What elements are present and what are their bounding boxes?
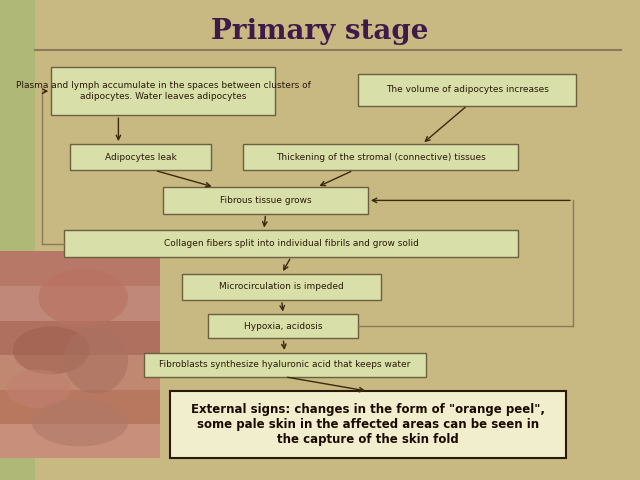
Bar [0, 389, 160, 424]
FancyBboxPatch shape [358, 74, 576, 106]
Bar [0, 320, 160, 355]
Text: Plasma and lymph accumulate in the spaces between clusters of
adipocytes. Water : Plasma and lymph accumulate in the space… [16, 82, 310, 101]
Text: Microcirculation is impeded: Microcirculation is impeded [220, 282, 344, 291]
Ellipse shape [13, 326, 90, 374]
FancyBboxPatch shape [51, 67, 275, 115]
Text: Thickening of the stromal (connective) tissues: Thickening of the stromal (connective) t… [276, 153, 486, 162]
FancyBboxPatch shape [243, 144, 518, 170]
FancyBboxPatch shape [163, 187, 368, 214]
Text: Primary stage: Primary stage [211, 18, 429, 45]
FancyBboxPatch shape [170, 391, 566, 458]
Text: Fibrous tissue grows: Fibrous tissue grows [220, 196, 312, 205]
Text: The volume of adipocytes increases: The volume of adipocytes increases [386, 85, 548, 95]
Text: Adipocytes leak: Adipocytes leak [105, 153, 177, 162]
Ellipse shape [6, 370, 70, 408]
Bar [0, 286, 160, 321]
Bar [0, 423, 160, 458]
FancyBboxPatch shape [70, 144, 211, 170]
Bar [0, 0, 35, 480]
Ellipse shape [38, 269, 128, 326]
FancyBboxPatch shape [208, 314, 358, 338]
FancyBboxPatch shape [182, 274, 381, 300]
Text: External signs: changes in the form of "orange peel",
some pale skin in the affe: External signs: changes in the form of "… [191, 403, 545, 446]
Ellipse shape [32, 398, 128, 446]
Text: Collagen fibers split into individual fibrils and grow solid: Collagen fibers split into individual fi… [164, 239, 419, 248]
Bar [0, 354, 160, 390]
Ellipse shape [64, 326, 128, 394]
FancyBboxPatch shape [144, 353, 426, 377]
FancyBboxPatch shape [64, 230, 518, 257]
Text: Fibroblasts synthesize hyaluronic acid that keeps water: Fibroblasts synthesize hyaluronic acid t… [159, 360, 410, 369]
Text: Hypoxia, acidosis: Hypoxia, acidosis [244, 322, 323, 331]
Bar [0, 251, 160, 287]
